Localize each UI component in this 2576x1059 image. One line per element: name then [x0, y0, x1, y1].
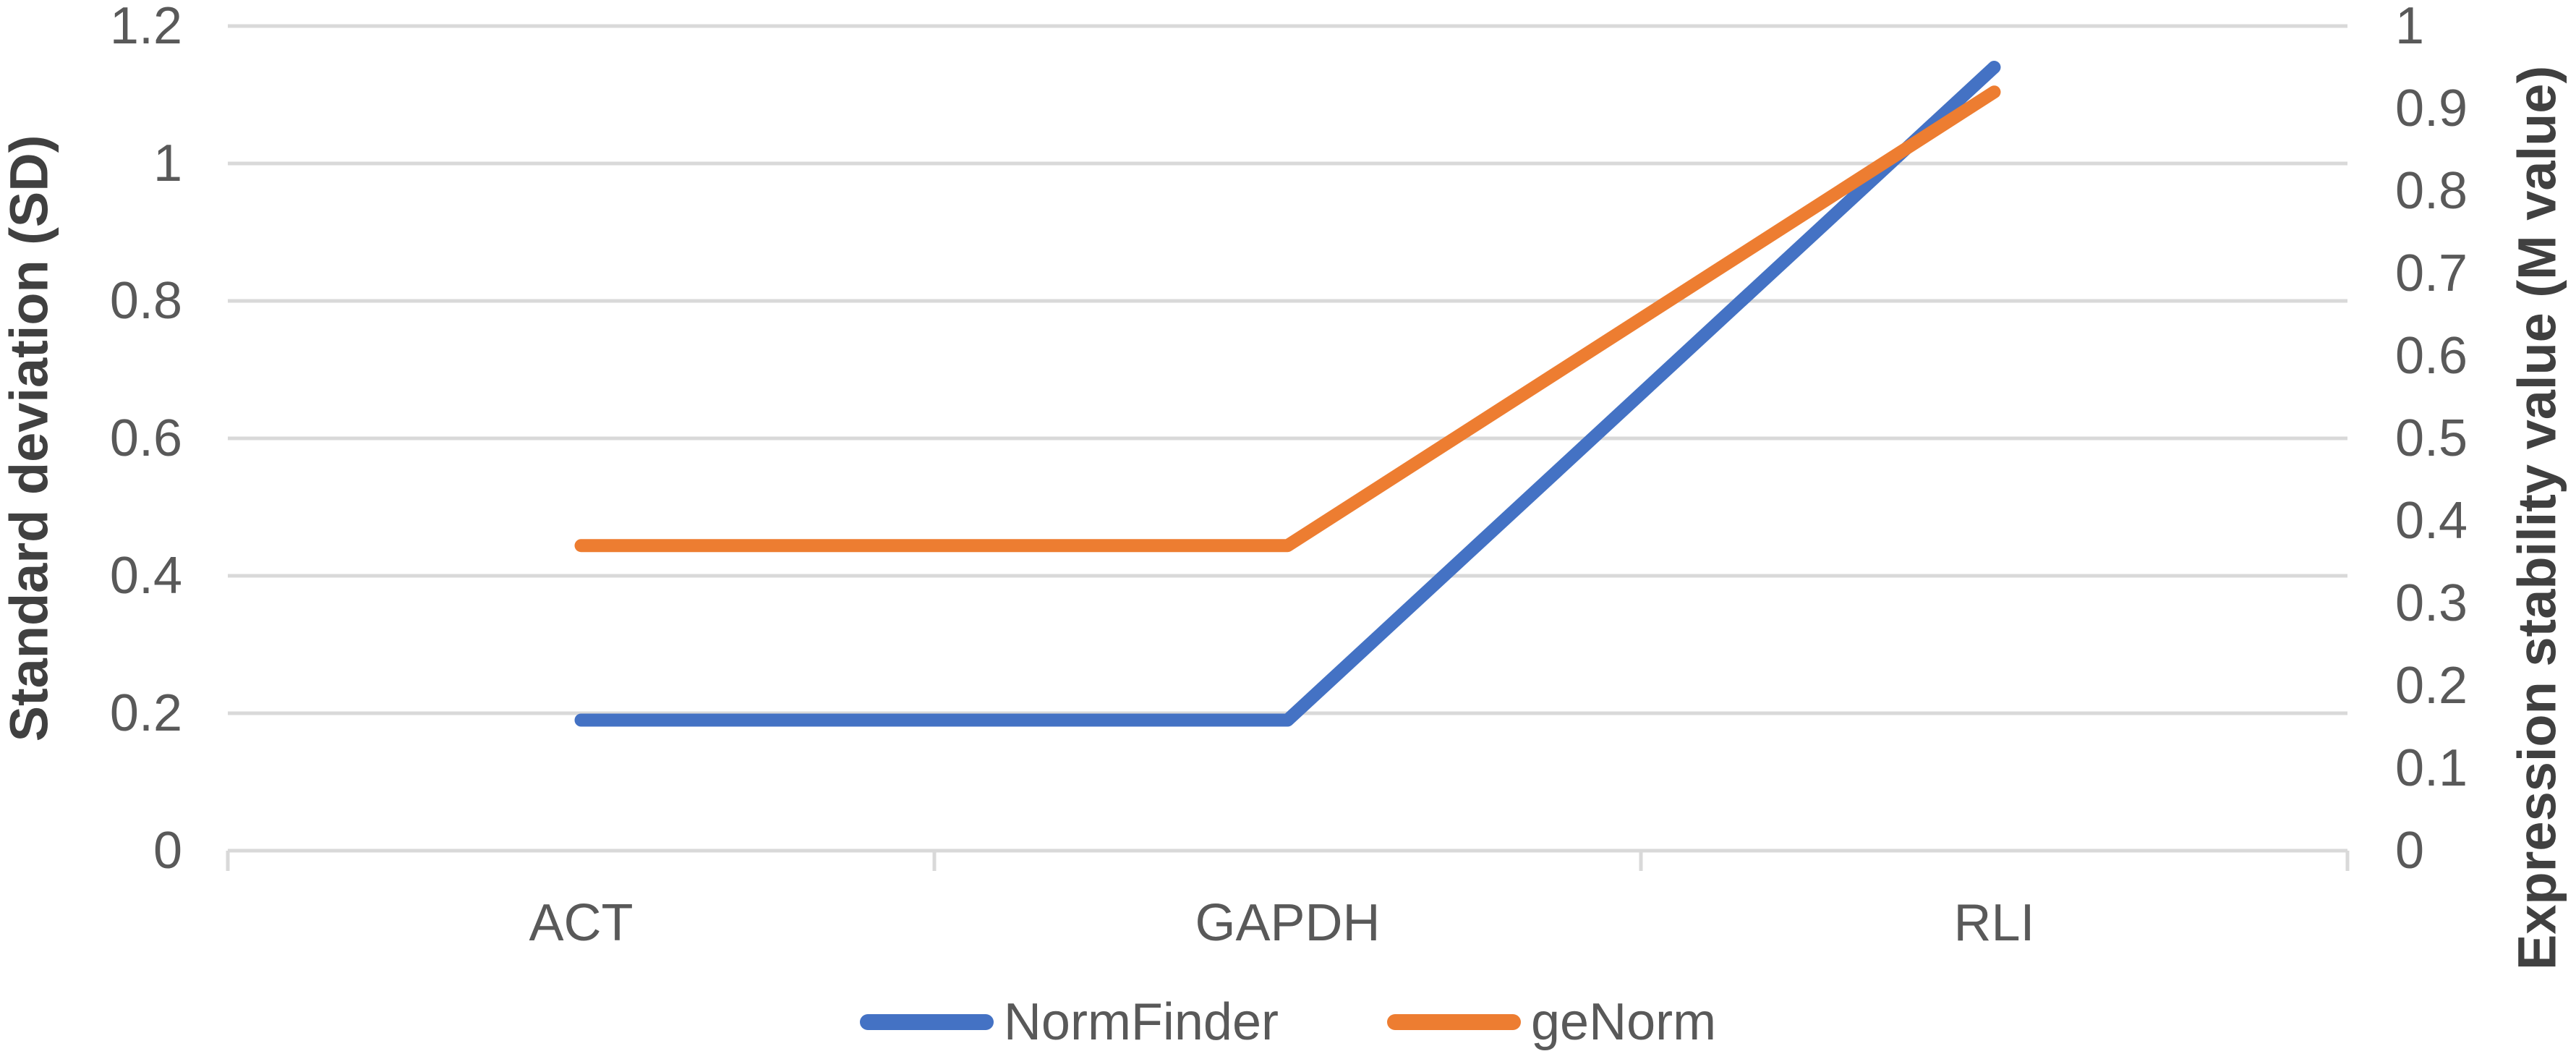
normfinder-line-swatch: [859, 1014, 994, 1030]
right-axis-tick-label: 0.6: [2395, 327, 2468, 385]
left-axis-tick-label: 0.8: [109, 272, 182, 330]
category-label-act: ACT: [529, 894, 634, 952]
legend-item-genorm: geNorm: [1387, 990, 1716, 1055]
right-axis-tick-label: 0.7: [2395, 244, 2468, 302]
legend-item-normfinder: NormFinder: [859, 990, 1279, 1055]
left-axis-tick-label: 0.4: [109, 547, 182, 605]
legend-label-normfinder: NormFinder: [1003, 993, 1279, 1051]
left-axis-tick-label: 0: [153, 822, 182, 880]
right-axis-tick-label: 0: [2395, 822, 2425, 880]
left-axis-tick-label: 1: [153, 135, 182, 192]
legend-label-genorm: geNorm: [1531, 993, 1717, 1051]
right-axis-tick-label: 0.2: [2395, 657, 2468, 715]
right-axis-tick-label: 0.5: [2395, 409, 2468, 467]
right-axis-tick-label: 0.1: [2395, 739, 2468, 797]
left-axis-tick-label: 0.2: [109, 684, 182, 742]
category-label-rli: RLI: [1953, 894, 2035, 952]
right-axis-tick-label: 1: [2395, 0, 2425, 55]
genorm-line: [574, 85, 2001, 553]
right-axis-tick-label: 0.4: [2395, 492, 2468, 550]
normfinder-line: [574, 61, 2001, 727]
legend: NormFinder geNorm: [0, 990, 2576, 1055]
right-axis-tick-label: 0.3: [2395, 574, 2468, 632]
left-axis-tick-label: 0.6: [109, 409, 182, 467]
category-label-gapdh: GAPDH: [1195, 894, 1381, 952]
right-axis-tick-label: 0.9: [2395, 80, 2468, 137]
genorm-line-swatch: [1387, 1014, 1521, 1030]
right-axis-tick-label: 0.8: [2395, 162, 2468, 220]
left-axis-tick-label: 1.2: [109, 0, 182, 55]
